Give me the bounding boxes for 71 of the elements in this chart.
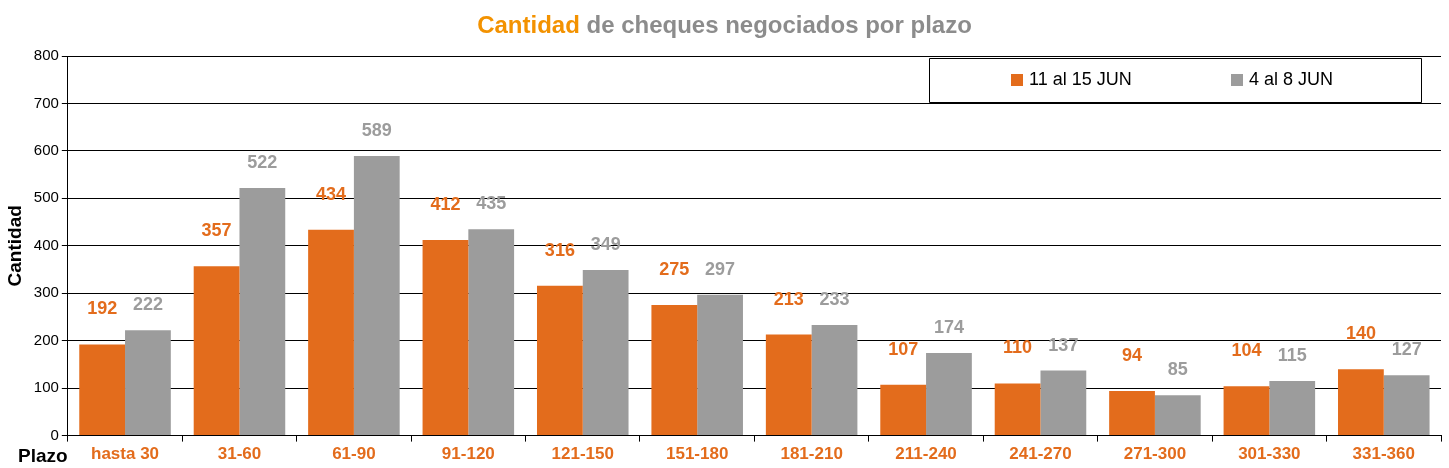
bar [125, 330, 171, 436]
bar [308, 229, 354, 436]
y-tick-label: 800 [33, 46, 59, 64]
bar [1269, 381, 1316, 436]
x-tick-label: 301-330 [1238, 444, 1301, 464]
y-tick-label: 200 [33, 330, 59, 348]
y-tick-label: 100 [33, 378, 59, 396]
bar [536, 285, 583, 436]
data-label: 297 [705, 258, 736, 279]
y-tick-label: 500 [33, 188, 59, 206]
bar [422, 240, 469, 436]
data-label: 192 [87, 298, 118, 319]
bar [1154, 395, 1201, 436]
y-tick-label: 700 [33, 93, 59, 111]
x-tick-label: 211-240 [895, 444, 957, 464]
data-label: 127 [1391, 339, 1422, 360]
x-tick-label: 271-300 [1123, 444, 1187, 464]
x-tick-label: 181-210 [780, 444, 843, 464]
data-label: 115 [1277, 345, 1307, 365]
x-tick-label: 241-270 [1009, 444, 1072, 464]
bar [765, 334, 812, 436]
bar [1338, 369, 1384, 436]
data-label: 435 [476, 193, 507, 214]
data-label: 85 [1167, 359, 1188, 380]
x-tick-label: 151-180 [666, 444, 729, 464]
data-label: 104 [1231, 340, 1262, 361]
y-tick-label: 300 [33, 283, 59, 301]
bar [353, 156, 400, 436]
data-label: 233 [819, 289, 850, 310]
bar [651, 305, 698, 436]
x-axis-title: Plazo [18, 444, 68, 466]
data-label: 412 [430, 194, 461, 215]
data-label: 94 [1122, 344, 1143, 365]
chart-title: Cantidad de cheques negociados por plazo [476, 10, 973, 40]
data-label: 222 [132, 294, 163, 315]
bar [1383, 375, 1430, 436]
bar [193, 266, 240, 436]
x-tick-label: 121-150 [551, 444, 614, 464]
data-label: 522 [247, 151, 278, 172]
data-label: 316 [544, 239, 575, 260]
data-label: 213 [773, 288, 804, 309]
bar [1109, 391, 1155, 436]
legend-label: 4 al 8 JUN [1249, 68, 1334, 89]
data-label: 110 [1003, 337, 1033, 358]
bar [468, 229, 515, 436]
bar [79, 344, 126, 436]
bar [582, 270, 629, 436]
bar [239, 187, 286, 436]
bar [697, 294, 743, 436]
x-tick-label: 31-60 [217, 444, 262, 464]
legend-label: 11 al 15 JUN [1029, 68, 1132, 89]
bar [1223, 386, 1270, 436]
x-tick-label: hasta 30 [91, 444, 160, 464]
bar [926, 353, 972, 436]
x-tick-label: 61-90 [332, 444, 376, 464]
y-tick-label: 0 [50, 425, 59, 443]
bar [994, 383, 1041, 436]
data-label: 589 [361, 120, 392, 141]
y-tick-label: 600 [33, 141, 59, 159]
x-tick-label: 91-120 [441, 444, 495, 464]
data-label: 140 [1345, 323, 1376, 344]
bar [1040, 370, 1087, 436]
data-label: 107 [888, 338, 919, 359]
data-label: 174 [933, 317, 964, 338]
data-label: 275 [659, 259, 690, 280]
x-tick-label: 331-360 [1352, 444, 1415, 464]
bar [811, 325, 858, 436]
y-axis-title: Cantidad [3, 205, 25, 287]
y-tick-label: 400 [33, 235, 59, 253]
data-label: 357 [201, 220, 232, 241]
bar [880, 384, 927, 436]
